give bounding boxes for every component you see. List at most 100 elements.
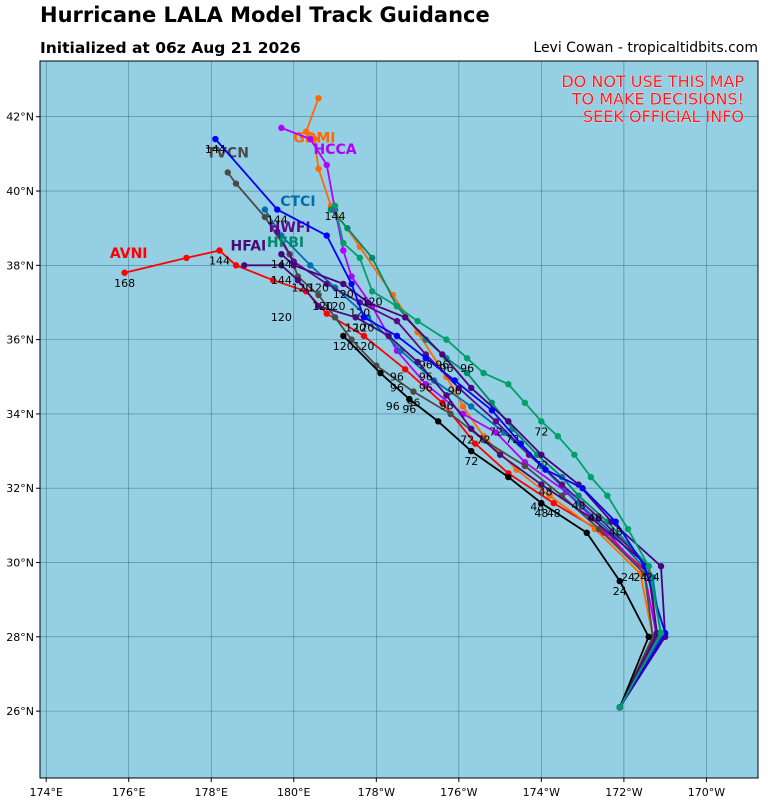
track-line bbox=[214, 138, 667, 708]
model-name-label: GDMI bbox=[293, 131, 335, 147]
track-point bbox=[348, 273, 355, 280]
track-point bbox=[323, 232, 330, 239]
track-point bbox=[657, 629, 665, 637]
track-point bbox=[401, 366, 409, 373]
forecast-hour-label: 72 bbox=[505, 433, 519, 446]
forecast-hour-label: 48 bbox=[538, 486, 552, 499]
lat-tick-label: 32°N bbox=[6, 482, 34, 495]
track-point bbox=[422, 355, 430, 362]
track-point bbox=[212, 135, 219, 143]
track-point bbox=[439, 351, 446, 358]
lat-tick-label: 26°N bbox=[6, 705, 34, 718]
track-point bbox=[183, 254, 190, 262]
track-point bbox=[645, 563, 652, 570]
forecast-hour-label: 96 bbox=[419, 370, 433, 383]
track-point bbox=[393, 332, 401, 340]
forecast-hour-label: 48 bbox=[609, 526, 623, 539]
track-point bbox=[401, 314, 409, 321]
lon-tick-label: 174°E bbox=[29, 786, 62, 799]
forecast-hour-label: 72 bbox=[460, 434, 474, 447]
track-point bbox=[315, 94, 322, 102]
forecast-hour-label: 120 bbox=[312, 300, 333, 313]
model-name-label: AVNI bbox=[110, 246, 148, 262]
track-point bbox=[538, 418, 545, 425]
track-point bbox=[468, 425, 475, 432]
track-point bbox=[624, 525, 632, 533]
track-point bbox=[422, 381, 430, 388]
forecast-hour-label: 24 bbox=[633, 571, 647, 584]
track-point bbox=[340, 239, 347, 247]
track-point bbox=[468, 447, 475, 455]
track-point bbox=[331, 202, 339, 210]
track-point bbox=[571, 451, 578, 458]
track-point bbox=[406, 395, 413, 403]
track-point bbox=[550, 499, 557, 507]
track-point bbox=[645, 633, 652, 641]
lat-tick-label: 36°N bbox=[6, 334, 34, 347]
track-point bbox=[410, 388, 417, 395]
track-point bbox=[344, 224, 351, 232]
track-point bbox=[447, 410, 454, 418]
track-point bbox=[422, 336, 430, 343]
forecast-hour-label: 144 bbox=[267, 214, 288, 227]
track-point bbox=[385, 332, 392, 340]
forecast-hour-label: 96 bbox=[390, 382, 404, 395]
forecast-hour-label: 120 bbox=[325, 300, 346, 313]
forecast-hour-label: 48 bbox=[547, 507, 561, 520]
track-point bbox=[435, 418, 442, 425]
lat-tick-label: 38°N bbox=[6, 259, 34, 272]
track-line bbox=[334, 205, 662, 708]
track-point bbox=[443, 392, 450, 399]
forecast-hour-label: 72 bbox=[477, 434, 491, 447]
track-point bbox=[356, 254, 363, 262]
forecast-hour-label: 120 bbox=[308, 281, 329, 294]
track-point bbox=[360, 314, 368, 321]
track-point bbox=[261, 206, 269, 213]
forecast-hour-label: 120 bbox=[345, 321, 366, 334]
track-line bbox=[280, 253, 667, 708]
forecast-hour-label: 96 bbox=[435, 358, 449, 371]
track-point bbox=[558, 481, 566, 488]
track-point bbox=[538, 451, 545, 458]
track-point bbox=[232, 262, 240, 269]
track-point bbox=[414, 358, 421, 366]
track-point bbox=[274, 228, 281, 236]
track-point bbox=[340, 247, 347, 254]
track-point bbox=[538, 481, 545, 488]
track-point bbox=[657, 563, 665, 570]
track-point bbox=[521, 462, 529, 470]
map-frame bbox=[39, 60, 759, 779]
track-point bbox=[323, 161, 330, 169]
track-point bbox=[583, 529, 590, 537]
lon-tick-label: 178°E bbox=[195, 786, 228, 799]
forecast-hour-label: 24 bbox=[621, 571, 635, 584]
forecast-hour-label: 144 bbox=[209, 254, 230, 267]
track-point bbox=[352, 314, 359, 321]
track-point bbox=[505, 381, 512, 388]
forecast-hour-label: 144 bbox=[271, 274, 292, 287]
lat-tick-label: 28°N bbox=[6, 631, 34, 644]
forecast-hour-label: 120 bbox=[333, 340, 354, 353]
track-unnamed: 24 48 72 96 120 bbox=[333, 332, 652, 711]
track-point bbox=[451, 377, 458, 384]
track-point bbox=[315, 291, 322, 299]
track-point bbox=[546, 492, 553, 499]
forecast-hour-label: 120 bbox=[333, 288, 354, 301]
axis-labels: 174°E 176°E 178°E 180°E 178°W 176°W 174°W 172°W… bbox=[6, 111, 725, 799]
forecast-hour-label: 120 bbox=[353, 321, 374, 334]
track-point bbox=[492, 418, 500, 425]
track-point bbox=[455, 384, 463, 392]
forecast-hour-label: 96 bbox=[386, 400, 400, 413]
track-point bbox=[459, 403, 467, 410]
track-point bbox=[463, 369, 471, 377]
forecast-hour-label: 120 bbox=[362, 295, 383, 308]
track-point bbox=[274, 206, 281, 213]
track-point bbox=[302, 128, 310, 135]
forecast-hour-label: 48 bbox=[530, 501, 544, 514]
forecast-hour-label: 144 bbox=[325, 210, 346, 223]
forecast-hour-label: 144 bbox=[271, 258, 292, 271]
forecast-hour-label: 48 bbox=[534, 507, 548, 520]
track-point bbox=[278, 262, 285, 269]
track-point bbox=[463, 355, 471, 362]
